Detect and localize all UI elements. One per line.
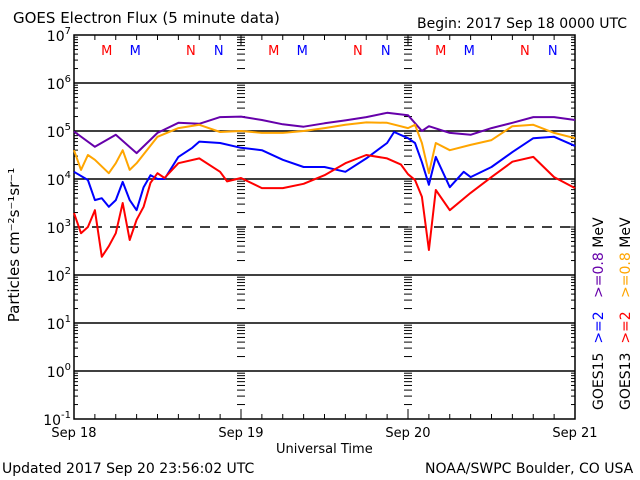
marker-n: N [520,44,530,59]
x-tick-label: Sep 18 [51,426,96,441]
series-line-goes13-2-mev [73,154,576,258]
x-tick-label: Sep 20 [385,426,430,441]
source-label: NOAA/SWPC Boulder, CO USA [425,461,634,477]
y-tick-label: 101 [47,314,71,333]
y-tick-label: 102 [47,266,71,285]
marker-m: M [435,44,446,59]
y-tick-label: 104 [47,170,71,189]
series-line-goes13-0-8-mev [73,121,576,175]
marker-m: M [297,44,308,59]
marker-n: N [353,44,363,59]
legend-goes13: GOES13 >=2 >=0.8 MeV [618,217,634,410]
x-axis-label: Universal Time [276,442,373,457]
series-line-goes15-0-8-mev [73,111,576,155]
legend-goes15: GOES15 >=2 >=0.8 MeV [591,217,607,410]
y-tick-label: 105 [47,122,71,141]
marker-m: M [268,44,279,59]
legend-text: GOES13 >=2 >=0.8 MeV [618,217,634,410]
y-tick-label: 10-1 [43,410,71,429]
legend-text: GOES15 >=2 >=0.8 MeV [591,217,607,410]
y-tick-label: 107 [47,26,71,45]
marker-n: N [214,44,224,59]
begin-label: Begin: 2017 Sep 18 0000 UTC [417,16,628,32]
chart-title: GOES Electron Flux (5 minute data) [13,9,280,27]
marker-n: N [186,44,196,59]
updated-label: Updated 2017 Sep 20 23:56:02 UTC [2,461,255,477]
marker-m: M [101,44,112,59]
marker-n: N [381,44,391,59]
marker-m: M [130,44,141,59]
y-tick-label: 103 [47,218,71,237]
marker-m: M [464,44,475,59]
y-tick-label: 106 [47,74,71,93]
marker-n: N [548,44,558,59]
y-tick-label: 100 [47,362,71,381]
x-tick-label: Sep 19 [218,426,263,441]
x-tick-label: Sep 21 [552,426,597,441]
